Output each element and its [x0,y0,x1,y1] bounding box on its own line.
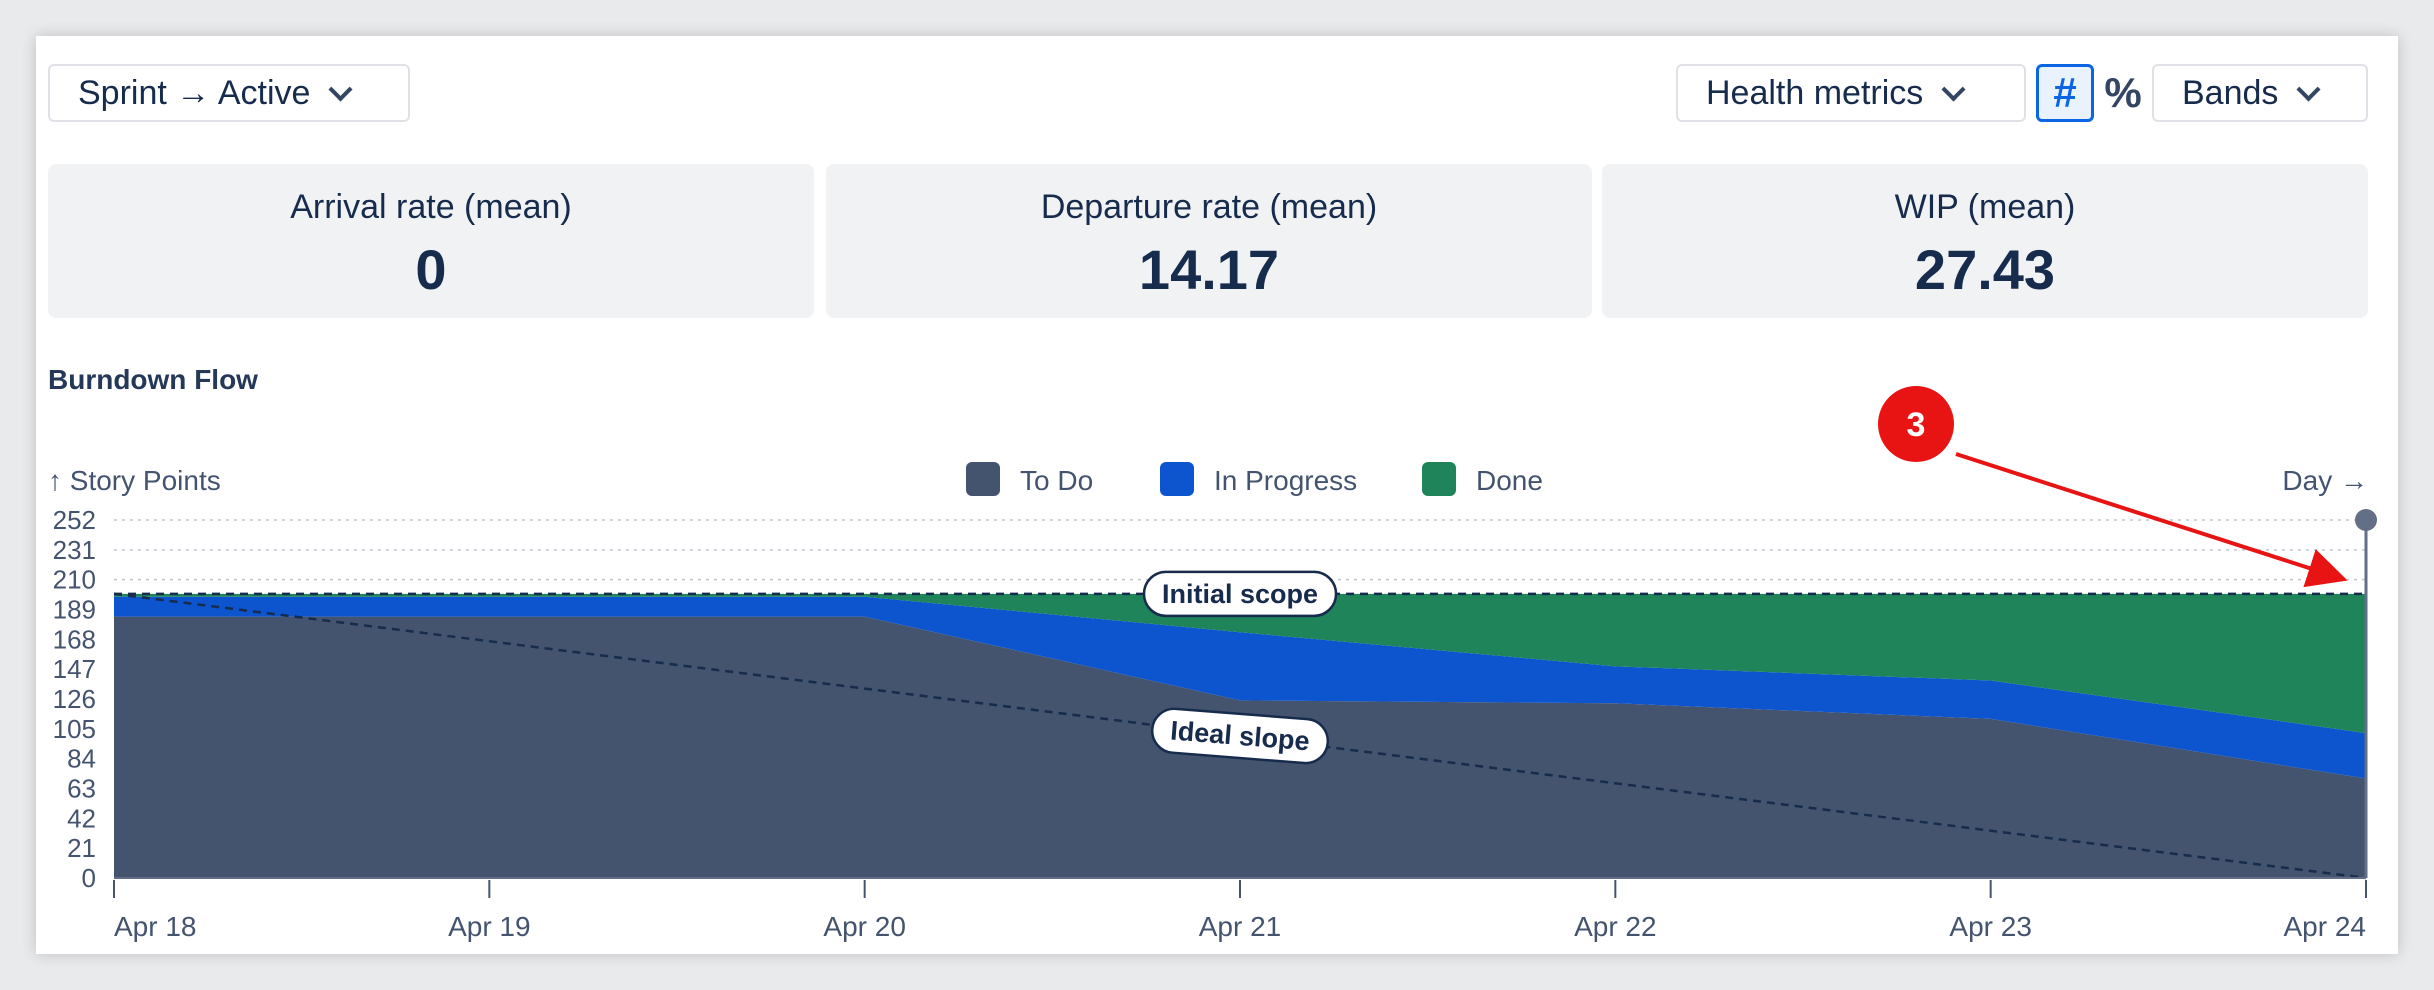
metric-label: Arrival rate (mean) [290,188,572,226]
legend-label: Done [1476,465,1543,496]
health-metrics-label: Health metrics [1706,73,1924,112]
series-area-done [114,593,2366,734]
y-tick-label: 210 [53,565,96,595]
y-tick-label: 0 [82,863,96,893]
legend-swatch [1160,462,1194,496]
metric-value: 27.43 [1914,238,2056,301]
chevron-down-icon [2296,76,2321,102]
metric-card-arrival: Arrival rate (mean) 0 [48,164,814,318]
legend-swatch [1422,462,1456,496]
percent-icon: % [2104,69,2142,116]
metric-label: Departure rate (mean) [1040,188,1378,226]
legend-swatch [966,462,1000,496]
health-metrics-dropdown[interactable]: Health metrics [1676,64,2026,122]
dashboard-panel: Sprint → Active Health metrics # % Bands… [36,36,2398,954]
count-toggle-button[interactable]: # [2036,64,2094,122]
y-tick-label: 21 [67,833,96,863]
current-day-dot [2355,509,2377,531]
metric-card-departure: Departure rate (mean) 14.17 [826,164,1592,318]
x-tick-label: Apr 18 [114,911,197,942]
burndown-flow-chart: Initial scope Ideal slope 3 02142638410512… [48,386,2377,942]
metric-value: 0 [415,238,447,301]
ideal-slope-pill-bg [1150,707,1330,765]
metric-card-wip: WIP (mean) 27.43 [1602,164,2368,318]
y-tick-label: 126 [53,684,96,714]
y-tick-label: 42 [67,803,96,833]
chevron-down-icon [1941,76,1966,102]
y-tick-label: 168 [53,624,96,654]
annotation-badge [1878,386,1954,462]
sprint-filter-dropdown[interactable]: Sprint → Active [48,64,410,122]
series-area-in-progress [114,596,2366,779]
y-tick-label: 84 [67,744,96,774]
y-tick-label: 63 [67,774,96,804]
y-tick-label: 252 [53,505,96,535]
annotation-arrow [1955,452,2348,588]
initial-scope-pill [1142,570,1338,618]
y-tick-label: 231 [53,535,96,565]
x-axis-label: Day → [2282,465,2368,496]
x-tick-label: Apr 19 [448,911,531,942]
hash-icon: # [2053,69,2077,116]
legend-label: To Do [1020,465,1093,496]
annotation-number: 3 [1907,406,1926,444]
bands-label: Bands [2182,73,2279,112]
x-tick-label: Apr 24 [2284,911,2367,942]
y-tick-label: 105 [53,714,96,744]
ideal-slope-pill: Ideal slope [1150,707,1330,765]
sprint-filter-label: Sprint → Active [78,73,311,112]
y-tick-label: 147 [53,654,96,684]
chart-title: Burndown Flow [48,364,258,395]
x-tick-label: Apr 21 [1199,911,1282,942]
metric-value: 14.17 [1138,238,1280,301]
legend-label: In Progress [1214,465,1357,496]
x-tick-label: Apr 22 [1574,911,1657,942]
chevron-down-icon [328,76,353,102]
percent-toggle-button[interactable]: % [2094,64,2152,122]
metric-label: WIP (mean) [1894,188,2076,226]
y-tick-label: 189 [53,595,96,625]
y-axis-label: ↑ Story Points [48,465,221,496]
bands-dropdown[interactable]: Bands [2152,64,2368,122]
x-tick-label: Apr 23 [1949,911,2032,942]
x-tick-label: Apr 20 [823,911,906,942]
initial-scope-label: Initial scope [1162,579,1318,609]
